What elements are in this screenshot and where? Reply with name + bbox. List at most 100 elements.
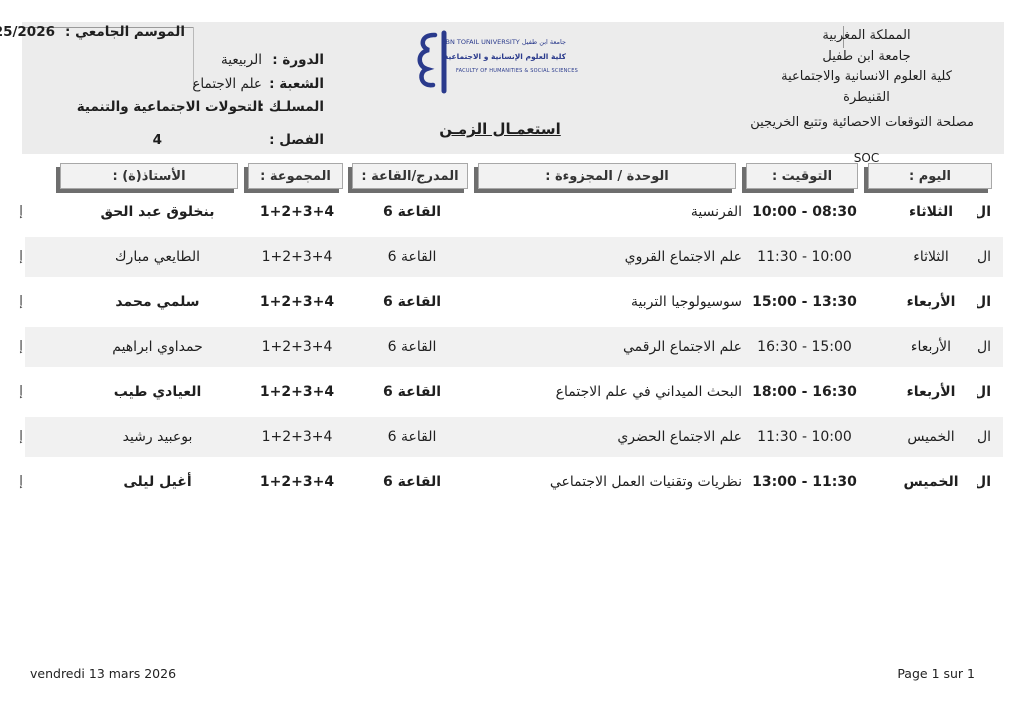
cell-border-top	[25, 27, 193, 28]
table-row: ال الخميس 11:30 - 13:00 نظريات وتقنيات ا…	[19, 462, 1003, 502]
clipped-text-fragment: إ	[19, 204, 23, 219]
column-header-time: التوقيت :	[746, 163, 858, 189]
clipped-text-fragment: ال	[977, 249, 991, 265]
group-cell: 1+2+3+4	[261, 339, 333, 355]
session-label: الدورة :	[272, 52, 324, 68]
department-code: SOC	[853, 150, 880, 165]
day-cell: الأربعاء	[906, 384, 956, 400]
room-cell: القاعة 6	[387, 249, 437, 265]
group-cell: 1+2+3+4	[259, 204, 335, 220]
professor-cell: أغيل ليلى	[123, 474, 192, 490]
group-cell: 1+2+3+4	[261, 249, 333, 265]
logo-faculty-name-ar: كلية العلوم الإنسانية و الاجتماعية	[443, 52, 566, 61]
institution-country: المملكة المغربية	[822, 28, 911, 43]
table-row: ال الثلاثاء 10:00 - 11:30 علم الاجتماع ا…	[19, 237, 1003, 277]
semester-line: الفصل : 4	[153, 132, 324, 148]
column-header-day: اليوم :	[868, 163, 992, 189]
track-label: المسلـك :	[258, 99, 324, 115]
academic-year-label: الموسم الجامعي :	[64, 24, 185, 40]
room-cell: القاعة 6	[387, 429, 437, 445]
clipped-text-fragment: إ	[19, 339, 23, 354]
session-value: الربيعية	[221, 52, 262, 68]
group-cell: 1+2+3+4	[259, 294, 335, 310]
track-line: المسلـك :التحولات الاجتماعية والتنمية	[77, 99, 324, 115]
clipped-text-fragment: ال	[977, 204, 991, 220]
clipped-text-fragment: إ	[19, 249, 23, 264]
semester-label: الفصل :	[269, 132, 324, 148]
table-row: ال الأربعاء 16:30 - 18:00 البحث الميداني…	[19, 372, 1003, 412]
institution-city: القنيطرة	[843, 89, 890, 105]
footer-page-number: Page 1 sur 1	[897, 666, 975, 681]
semester-value: 4	[152, 132, 162, 148]
logo-university-name: جامعة ابن طفيل IBN TOFAIL UNIVERSITY	[443, 38, 566, 46]
unit-cell: علم الاجتماع الحضري	[617, 429, 742, 445]
day-cell: الأربعاء	[910, 339, 952, 355]
time-cell: 11:30 - 13:00	[752, 474, 857, 490]
branch-value: علم الاجتماع	[192, 76, 262, 92]
clipped-text-fragment: إ	[19, 474, 23, 489]
table-row: ال الثلاثاء 08:30 - 10:00 الفرنسية القاع…	[19, 192, 1003, 232]
day-cell: الثلاثاء	[908, 204, 954, 220]
room-cell: القاعة 6	[382, 204, 442, 220]
page-title: استعمـال الزمـن	[439, 120, 561, 138]
unit-cell: نظريات وتقنيات العمل الاجتماعي	[549, 474, 742, 490]
time-cell: 15:00 - 16:30	[757, 339, 852, 355]
professor-cell: بنخلوق عبد الحق	[100, 204, 215, 220]
group-cell: 1+2+3+4	[259, 474, 335, 490]
table-row: ال الخميس 10:00 - 11:30 علم الاجتماع الح…	[19, 417, 1003, 457]
day-cell: الخميس	[907, 429, 955, 445]
room-cell: القاعة 6	[387, 339, 437, 355]
branch-label: الشعبة :	[269, 76, 324, 92]
track-value: التحولات الاجتماعية والتنمية	[76, 99, 262, 115]
room-cell: القاعة 6	[382, 294, 442, 310]
cell-border-vertical-left	[193, 27, 194, 89]
time-cell: 10:00 - 11:30	[757, 429, 852, 445]
logo-faculty-name-en: FACULTY OF HUMANITIES & SOCIAL SCIENCES	[456, 68, 578, 74]
clipped-text-fragment: ال	[977, 339, 991, 355]
day-cell: الأربعاء	[906, 294, 956, 310]
group-cell: 1+2+3+4	[259, 384, 335, 400]
institution-block: المملكة المغربية جامعة ابن طفيل كلية الع…	[750, 26, 974, 168]
cell-border-vertical-right	[843, 26, 844, 48]
branch-line: الشعبة : علم الاجتماع	[192, 76, 324, 92]
day-cell: الخميس	[903, 474, 959, 490]
clipped-text-fragment: إ	[19, 384, 23, 399]
clipped-text-fragment: ال	[977, 474, 991, 490]
professor-cell: بوعبيد رشيد	[122, 429, 193, 445]
professor-cell: الطايعي مبارك	[115, 249, 200, 265]
room-cell: القاعة 6	[382, 474, 442, 490]
professor-cell: حمداوي ابراهيم	[112, 339, 203, 355]
institution-service: مصلحة التوقعات الاحصائية وتتبع الخريجين	[750, 115, 974, 130]
column-header-group: المجموعة :	[248, 163, 343, 189]
clipped-text-fragment: ال	[977, 384, 991, 400]
document-header: المملكة المغربية جامعة ابن طفيل كلية الع…	[0, 22, 1004, 165]
academic-year-line: الموسم الجامعي : 2025/2026	[0, 24, 185, 40]
time-cell: 16:30 - 18:00	[752, 384, 857, 400]
time-cell: 13:30 - 15:00	[752, 294, 857, 310]
unit-cell: البحث الميداني في علم الاجتماع	[555, 384, 742, 400]
clipped-text-fragment: إ	[19, 429, 23, 444]
institution-university: جامعة ابن طفيل	[822, 48, 911, 64]
time-cell: 08:30 - 10:00	[752, 204, 857, 220]
academic-year-value: 2025/2026	[0, 24, 55, 40]
clipped-text-fragment: ال	[977, 429, 991, 445]
column-header-unit: الوحدة / المجزوءة :	[478, 163, 736, 189]
column-header-room: المدرج/القاعة :	[352, 163, 468, 189]
table-row: ال الأربعاء 15:00 - 16:30 علم الاجتماع ا…	[19, 327, 1003, 367]
unit-cell: علم الاجتماع القروي	[624, 249, 742, 265]
clipped-text-fragment: ال	[977, 294, 991, 310]
group-cell: 1+2+3+4	[261, 429, 333, 445]
professor-cell: العيادي طيب	[113, 384, 202, 400]
session-line: الدورة : الربيعية	[221, 52, 324, 68]
time-cell: 10:00 - 11:30	[757, 249, 852, 265]
column-header-professor: الأستاذ(ة) :	[60, 163, 238, 189]
table-row: ال الأربعاء 13:30 - 15:00 سوسيولوجيا الت…	[19, 282, 1003, 322]
university-logo-icon	[414, 30, 454, 98]
unit-cell: علم الاجتماع الرقمي	[622, 339, 742, 355]
logo-text-block: جامعة ابن طفيل IBN TOFAIL UNIVERSITY كلي…	[443, 35, 578, 78]
room-cell: القاعة 6	[382, 384, 442, 400]
unit-cell: سوسيولوجيا التربية	[631, 294, 742, 310]
footer-date: vendredi 13 mars 2026	[30, 666, 177, 681]
unit-cell: الفرنسية	[690, 204, 742, 220]
